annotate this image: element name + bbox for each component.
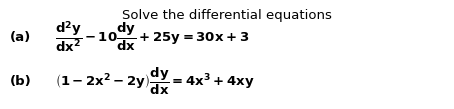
- Text: (b): (b): [10, 74, 32, 88]
- Text: Solve the differential equations: Solve the differential equations: [122, 9, 332, 22]
- Text: $\mathbf{\left(1-2x^2-2y\right)\dfrac{dy}{dx}=4x^3+4xy}$: $\mathbf{\left(1-2x^2-2y\right)\dfrac{dy…: [55, 65, 255, 97]
- Text: (a): (a): [10, 31, 31, 43]
- Text: $\mathbf{\dfrac{d^2y}{dx^2}-10\dfrac{dy}{dx}+25y=30x+3}$: $\mathbf{\dfrac{d^2y}{dx^2}-10\dfrac{dy}…: [55, 20, 249, 54]
